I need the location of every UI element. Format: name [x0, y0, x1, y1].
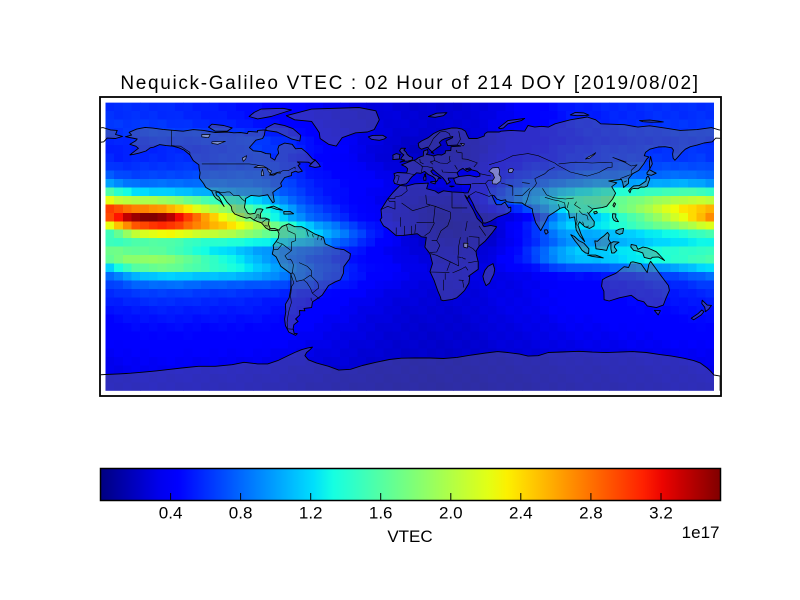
svg-text:Nequick-Galileo VTEC : 02 Hour: Nequick-Galileo VTEC : 02 Hour of 214 DO…	[120, 73, 699, 94]
svg-text:0.8: 0.8	[229, 504, 253, 523]
svg-text:0.4: 0.4	[159, 504, 183, 523]
svg-text:2.0: 2.0	[439, 504, 463, 523]
svg-text:2.4: 2.4	[509, 504, 533, 523]
svg-text:1.6: 1.6	[369, 504, 393, 523]
svg-text:1.2: 1.2	[299, 504, 323, 523]
svg-text:1e17: 1e17	[682, 523, 720, 542]
svg-text:2.8: 2.8	[579, 504, 603, 523]
svg-text:3.2: 3.2	[649, 504, 673, 523]
svg-text:VTEC: VTEC	[387, 527, 432, 546]
